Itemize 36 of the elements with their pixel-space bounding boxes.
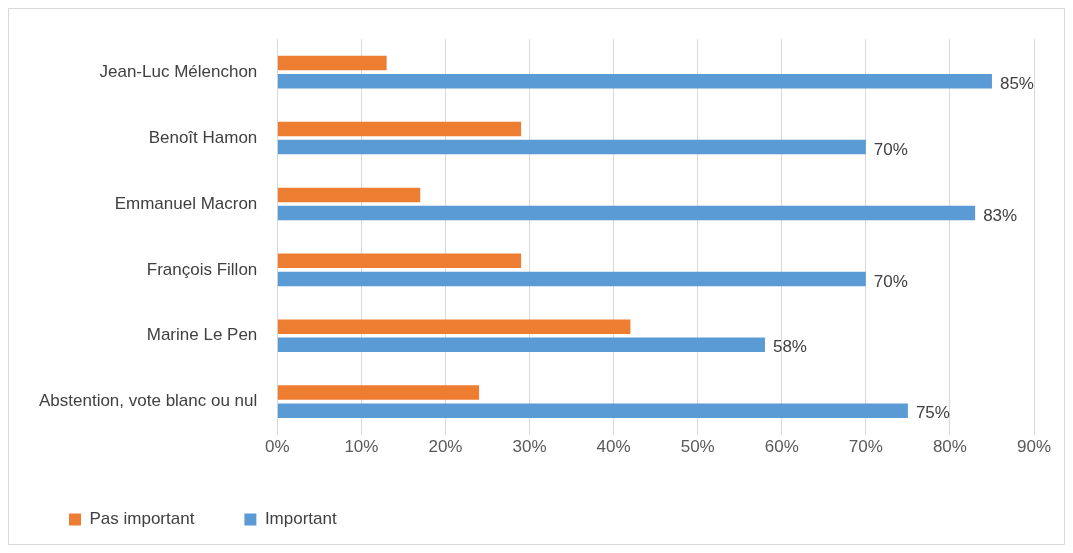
data-label: 85% bbox=[999, 73, 1034, 93]
data-label: 58% bbox=[772, 337, 807, 357]
y-tick-label: François Fillon bbox=[146, 259, 258, 279]
bar bbox=[277, 139, 866, 155]
bar bbox=[277, 253, 522, 269]
data-label: 70% bbox=[873, 271, 908, 291]
y-tick-label: Marine Le Pen bbox=[146, 325, 258, 345]
data-label: 83% bbox=[983, 205, 1018, 225]
data-label: 70% bbox=[873, 139, 908, 159]
bar bbox=[277, 337, 765, 353]
bar bbox=[277, 319, 631, 334]
bar bbox=[277, 73, 992, 89]
x-tick-label: 0% bbox=[265, 437, 290, 457]
x-tick-label: 90% bbox=[1016, 437, 1052, 457]
y-tick-label: Abstention, vote blanc ou nul bbox=[38, 391, 258, 411]
x-tick-label: 50% bbox=[680, 437, 715, 457]
x-tick-label: 10% bbox=[344, 437, 379, 457]
bar bbox=[277, 403, 908, 418]
x-tick-label: 80% bbox=[932, 437, 967, 457]
y-tick-label: Jean-Luc Mélenchon bbox=[99, 61, 258, 81]
bar bbox=[277, 121, 522, 137]
x-tick-label: 60% bbox=[764, 437, 799, 457]
data-label: 75% bbox=[915, 403, 950, 423]
bar bbox=[277, 271, 866, 287]
legend-label: Pas important bbox=[89, 509, 195, 529]
bar bbox=[277, 205, 976, 221]
y-tick-label: Benoît Hamon bbox=[148, 127, 258, 147]
bar bbox=[277, 55, 387, 71]
x-tick-label: 20% bbox=[428, 437, 463, 457]
legend-label: Important bbox=[264, 509, 337, 529]
bar bbox=[277, 187, 421, 203]
x-tick-label: 30% bbox=[512, 437, 547, 457]
y-tick-label: Emmanuel Macron bbox=[114, 193, 258, 213]
x-tick-label: 40% bbox=[596, 437, 631, 457]
bar bbox=[277, 385, 480, 400]
x-tick-label: 70% bbox=[848, 437, 883, 457]
